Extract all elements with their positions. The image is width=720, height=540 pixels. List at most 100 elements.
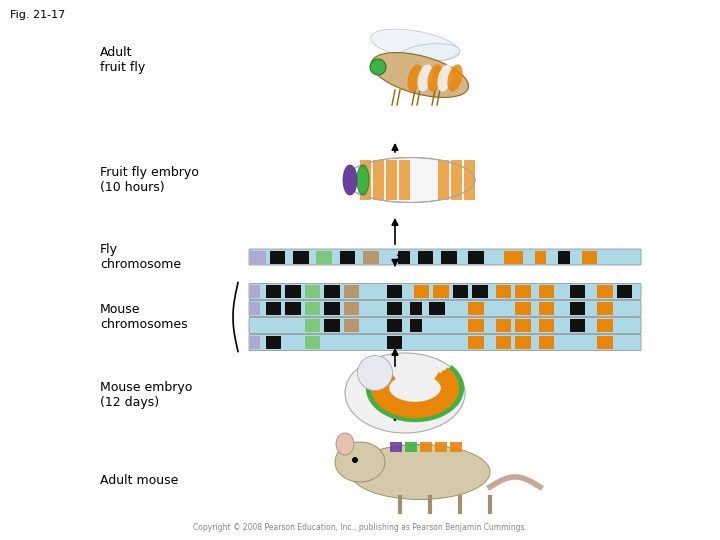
Ellipse shape	[408, 64, 423, 92]
Ellipse shape	[336, 433, 354, 455]
FancyBboxPatch shape	[249, 300, 641, 316]
Bar	[503, 251, 523, 264]
Bar	[387, 302, 402, 315]
Bar	[558, 251, 570, 264]
Bar	[495, 336, 511, 349]
Bar	[495, 285, 511, 298]
Ellipse shape	[428, 64, 443, 92]
Bar	[539, 336, 554, 349]
Bar	[570, 319, 585, 332]
Bar	[469, 251, 484, 264]
Bar	[435, 442, 447, 452]
Bar	[570, 302, 585, 315]
Bar	[405, 442, 417, 452]
Bar	[441, 251, 456, 264]
Bar	[266, 285, 282, 298]
Text: Adult mouse: Adult mouse	[100, 474, 179, 487]
Bar	[250, 285, 260, 298]
Bar	[324, 302, 340, 315]
FancyBboxPatch shape	[249, 249, 641, 265]
Bar	[597, 302, 613, 315]
Bar	[373, 160, 384, 200]
Circle shape	[352, 457, 358, 463]
Text: Fly
chromosome: Fly chromosome	[100, 243, 181, 271]
Bar	[438, 160, 449, 200]
Bar	[420, 442, 432, 452]
Bar	[582, 251, 597, 264]
Text: Mouse embryo
(12 days): Mouse embryo (12 days)	[100, 381, 192, 409]
Bar	[399, 160, 410, 200]
Bar	[250, 302, 260, 315]
Bar	[305, 336, 320, 349]
Bar	[412, 160, 423, 200]
Text: Fig. 21-17: Fig. 21-17	[10, 10, 66, 20]
Bar	[433, 285, 449, 298]
FancyBboxPatch shape	[249, 334, 641, 350]
Text: ⚡: ⚡	[395, 252, 402, 262]
Bar	[250, 251, 266, 264]
FancyBboxPatch shape	[249, 318, 641, 334]
Bar	[410, 319, 422, 332]
Bar	[343, 319, 359, 332]
Bar	[305, 302, 320, 315]
Bar	[250, 319, 260, 332]
Bar	[453, 285, 469, 298]
Bar	[597, 319, 613, 332]
FancyBboxPatch shape	[249, 284, 641, 300]
Bar	[266, 302, 282, 315]
Ellipse shape	[350, 444, 490, 500]
Bar	[535, 251, 546, 264]
Bar	[305, 285, 320, 298]
Bar	[450, 442, 462, 452]
Bar	[410, 302, 422, 315]
Bar	[469, 302, 484, 315]
Ellipse shape	[370, 59, 386, 75]
Bar	[516, 336, 531, 349]
Ellipse shape	[400, 44, 460, 62]
Bar	[425, 160, 436, 200]
Bar	[469, 319, 484, 332]
Bar	[387, 285, 402, 298]
Bar	[495, 319, 511, 332]
Ellipse shape	[371, 29, 459, 61]
Bar	[418, 251, 433, 264]
Ellipse shape	[447, 64, 463, 92]
Bar	[340, 251, 355, 264]
Ellipse shape	[437, 64, 453, 92]
Bar	[343, 302, 359, 315]
Bar	[469, 336, 484, 349]
Ellipse shape	[345, 353, 465, 433]
Ellipse shape	[357, 165, 369, 195]
Bar	[414, 285, 429, 298]
Text: Mouse
chromosomes: Mouse chromosomes	[100, 303, 188, 331]
Bar	[285, 302, 301, 315]
Bar	[539, 302, 554, 315]
Bar	[390, 442, 402, 452]
Bar	[269, 251, 285, 264]
Bar	[597, 336, 613, 349]
Bar	[324, 285, 340, 298]
Bar	[597, 285, 613, 298]
Bar	[285, 285, 301, 298]
Ellipse shape	[343, 165, 357, 195]
Bar	[305, 319, 320, 332]
Bar	[386, 160, 397, 200]
Bar	[539, 319, 554, 332]
Bar	[293, 251, 308, 264]
Bar	[387, 319, 402, 332]
Ellipse shape	[345, 158, 475, 202]
Bar	[616, 285, 632, 298]
Text: Copyright © 2008 Pearson Education, Inc., publishing as Pearson Benjamin Cumming: Copyright © 2008 Pearson Education, Inc.…	[193, 523, 527, 532]
Bar	[363, 251, 379, 264]
Ellipse shape	[418, 64, 433, 92]
Bar	[539, 285, 554, 298]
Bar	[472, 285, 488, 298]
Bar	[360, 160, 371, 200]
Ellipse shape	[335, 442, 385, 482]
Bar	[516, 302, 531, 315]
Bar	[451, 160, 462, 200]
Bar	[266, 336, 282, 349]
Bar	[316, 251, 332, 264]
Bar	[324, 319, 340, 332]
Ellipse shape	[358, 355, 392, 390]
